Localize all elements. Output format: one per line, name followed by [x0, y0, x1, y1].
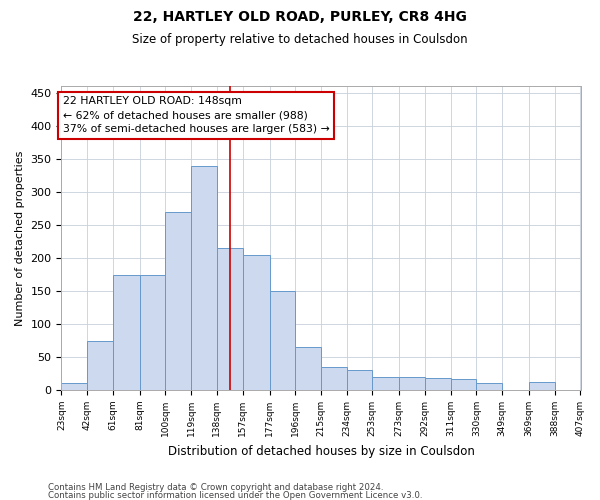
Text: Size of property relative to detached houses in Coulsdon: Size of property relative to detached ho…: [132, 32, 468, 46]
Bar: [242, 255, 269, 390]
Bar: [373, 377, 400, 390]
Text: 22, HARTLEY OLD ROAD, PURLEY, CR8 4HG: 22, HARTLEY OLD ROAD, PURLEY, CR8 4HG: [133, 10, 467, 24]
Bar: [87, 340, 113, 390]
Bar: [347, 370, 373, 390]
Bar: [425, 378, 451, 390]
X-axis label: Distribution of detached houses by size in Coulsdon: Distribution of detached houses by size …: [167, 444, 475, 458]
Y-axis label: Number of detached properties: Number of detached properties: [15, 150, 25, 326]
Bar: [217, 248, 242, 390]
Bar: [295, 347, 321, 390]
Bar: [61, 384, 87, 390]
Text: Contains public sector information licensed under the Open Government Licence v3: Contains public sector information licen…: [48, 490, 422, 500]
Bar: [451, 379, 476, 390]
Bar: [400, 377, 425, 390]
Bar: [269, 291, 295, 390]
Text: Contains HM Land Registry data © Crown copyright and database right 2024.: Contains HM Land Registry data © Crown c…: [48, 484, 383, 492]
Bar: [191, 166, 217, 390]
Bar: [321, 367, 347, 390]
Bar: [529, 382, 555, 390]
Text: 22 HARTLEY OLD ROAD: 148sqm
← 62% of detached houses are smaller (988)
37% of se: 22 HARTLEY OLD ROAD: 148sqm ← 62% of det…: [63, 96, 329, 134]
Bar: [166, 212, 191, 390]
Bar: [113, 274, 140, 390]
Bar: [140, 274, 166, 390]
Bar: [476, 384, 502, 390]
